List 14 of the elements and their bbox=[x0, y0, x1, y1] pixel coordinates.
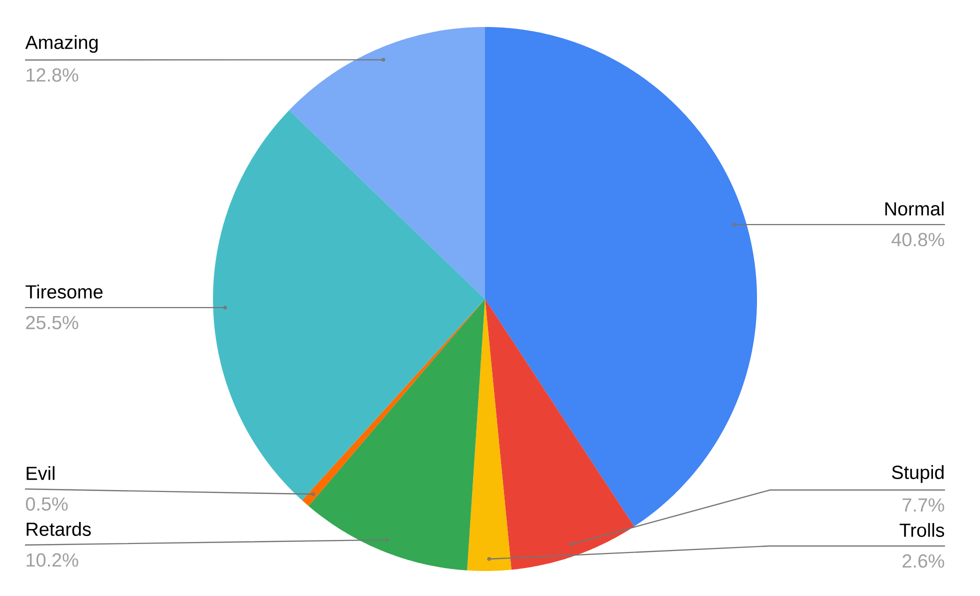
data-label: 7.7% bbox=[902, 498, 944, 512]
data-label: 12.8% bbox=[26, 68, 78, 82]
slice-label: Retards bbox=[26, 522, 91, 536]
data-label: 25.5% bbox=[26, 316, 78, 330]
data-label: 2.6% bbox=[902, 554, 944, 568]
data-label: 0.5% bbox=[26, 497, 68, 511]
slice-label: Stupid bbox=[892, 465, 944, 483]
slice-label: Tiresome bbox=[26, 284, 103, 299]
slice-label: Normal bbox=[885, 202, 944, 216]
slice-label: Evil bbox=[26, 466, 54, 480]
data-label: 40.8% bbox=[892, 232, 944, 246]
slice-label: Amazing bbox=[25, 35, 98, 53]
data-label: 10.2% bbox=[26, 553, 78, 567]
slice-label: Trolls bbox=[900, 523, 944, 537]
